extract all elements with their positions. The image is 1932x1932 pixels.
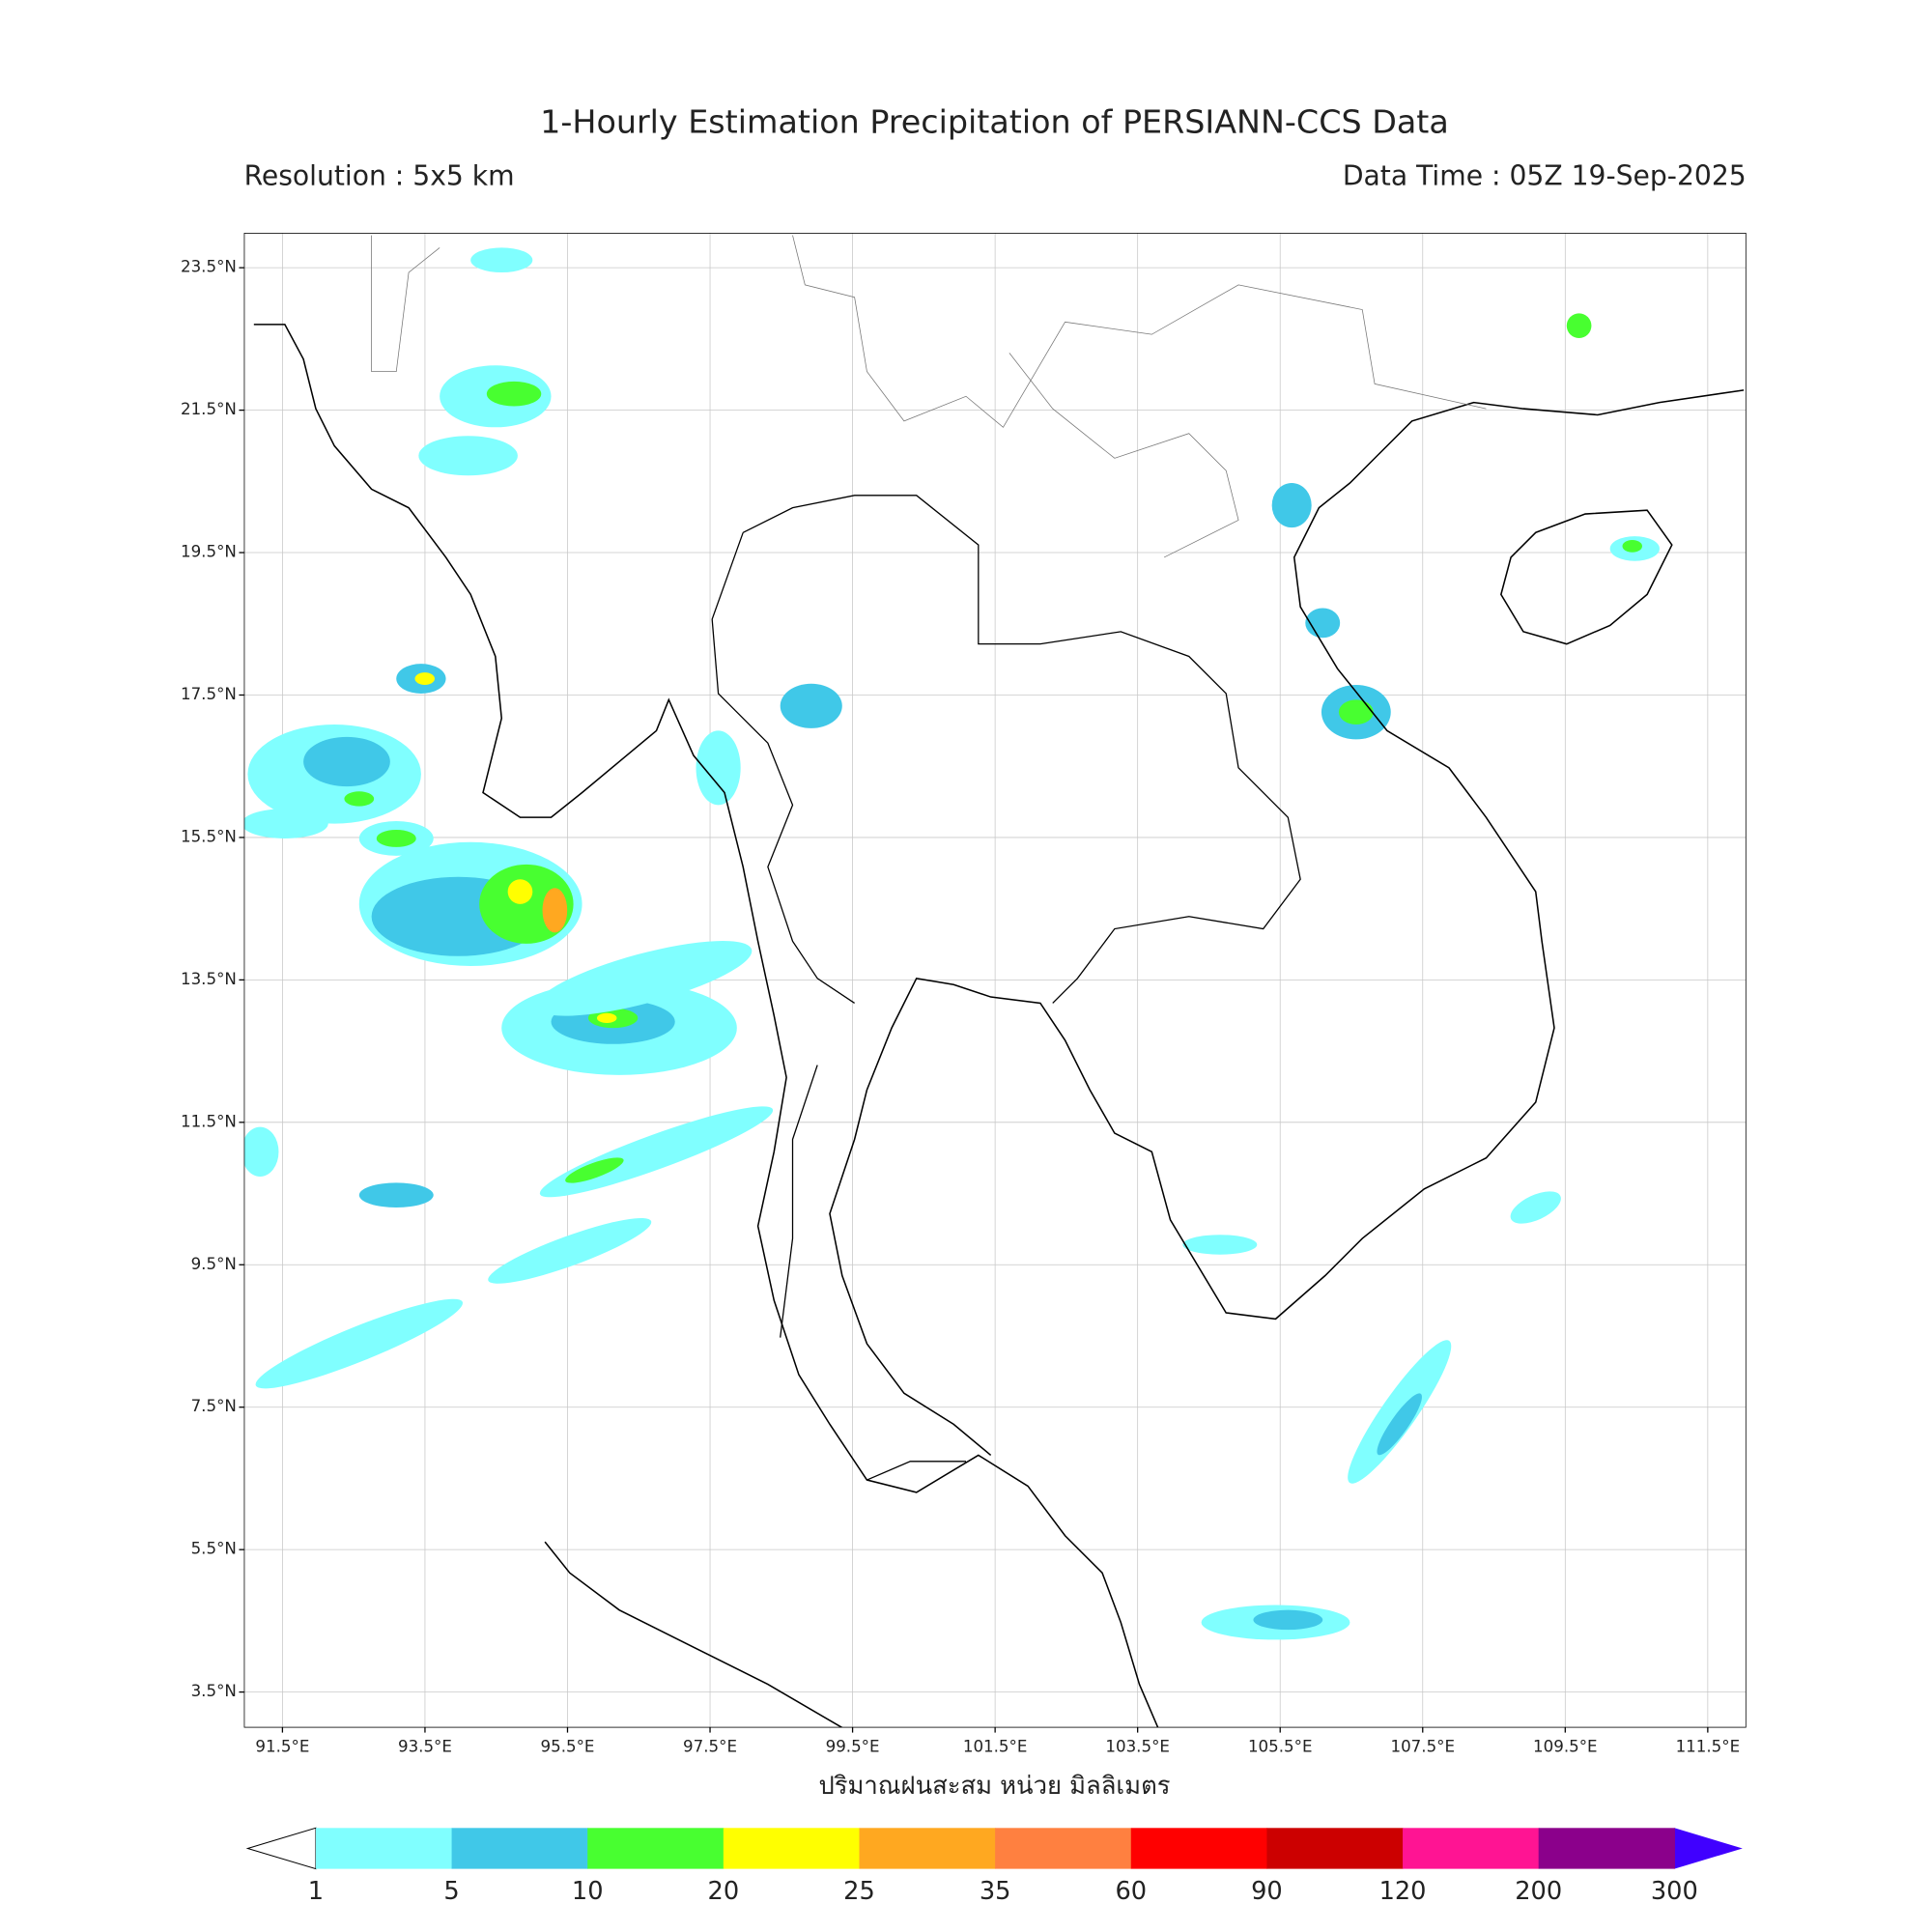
x-tick-label: 93.5°E (398, 1737, 452, 1755)
x-tick-label: 101.5°E (963, 1737, 1028, 1755)
resolution: Resolution : 5x5 km (244, 159, 515, 191)
y-tick-label: 9.5°N (191, 1255, 237, 1273)
x-tick-label: 105.5°E (1248, 1737, 1313, 1755)
colorbar-tick-label: 1 (308, 1877, 324, 1906)
y-tick-label: 3.5°N (191, 1682, 237, 1700)
x-tick-label: 99.5°E (826, 1737, 880, 1755)
colorbar-bin (995, 1828, 1132, 1869)
precipitation (243, 247, 1660, 1640)
axis-ticks: 23.5°N 21.5°N 19.5°N 17.5°N 15.5°N 13.5°N 11.5… (181, 258, 1740, 1756)
colorbar-bin (1130, 1828, 1268, 1869)
colorbar-tick-label: 90 (1251, 1877, 1283, 1906)
y-tick-label: 23.5°N (181, 258, 237, 276)
y-tick-label: 17.5°N (181, 685, 237, 703)
x-tick-label: 109.5°E (1533, 1737, 1598, 1755)
map-title: 1-Hourly Estimation Precipitation of PER… (540, 103, 1449, 141)
x-tick-label: 111.5°E (1676, 1737, 1741, 1755)
colorbar-tick-label: 5 (443, 1877, 459, 1906)
colorbar-bin (315, 1828, 453, 1869)
y-tick-label: 21.5°N (181, 400, 237, 418)
coastlines (253, 324, 1745, 1728)
x-tick-label: 103.5°E (1105, 1737, 1170, 1755)
y-tick-label: 15.5°N (181, 827, 237, 845)
map-area (243, 233, 1747, 1728)
colorbar-bin (1403, 1828, 1540, 1869)
colorbar-bin (859, 1828, 996, 1869)
x-tick-label: 107.5°E (1390, 1737, 1455, 1755)
colorbar-bin (723, 1828, 861, 1869)
y-tick-label: 13.5°N (181, 970, 237, 988)
x-tick-label: 91.5°E (255, 1737, 309, 1755)
colorbar-bin (1538, 1828, 1675, 1869)
colorbar-tick-label: 120 (1379, 1877, 1427, 1906)
y-tick-label: 11.5°N (181, 1112, 237, 1130)
colorbar-bin (1266, 1828, 1404, 1869)
data-time: Data Time : 05Z 19-Sep-2025 (1343, 159, 1747, 191)
colorbar-tick-label: 10 (572, 1877, 604, 1906)
y-tick-label: 19.5°N (181, 543, 237, 561)
colorbar-bin (451, 1828, 588, 1869)
colorbar-tick-label: 35 (980, 1877, 1011, 1906)
colorbar-under (245, 1827, 317, 1870)
colorbar-tick-label: 25 (843, 1877, 875, 1906)
colorbar-tick-label: 60 (1115, 1877, 1147, 1906)
colorbar-label: ปริมาณฝนสะสม หน่วย มิลลิเมตร (818, 1772, 1170, 1801)
y-tick-label: 5.5°N (191, 1540, 237, 1558)
x-tick-label: 97.5°E (683, 1737, 737, 1755)
colorbar-tick-label: 20 (708, 1877, 740, 1906)
x-tick-label: 95.5°E (541, 1737, 595, 1755)
y-tick-label: 7.5°N (191, 1397, 237, 1415)
colorbar-tick-label: 200 (1515, 1877, 1562, 1906)
colorbar-tick-label: 300 (1651, 1877, 1698, 1906)
colorbar-bin (587, 1828, 724, 1869)
colorbar: 1 5 10 20 25 35 60 90 120 200 300 (245, 1827, 1743, 1906)
colorbar-over (1674, 1828, 1743, 1869)
borders (371, 235, 1487, 1481)
